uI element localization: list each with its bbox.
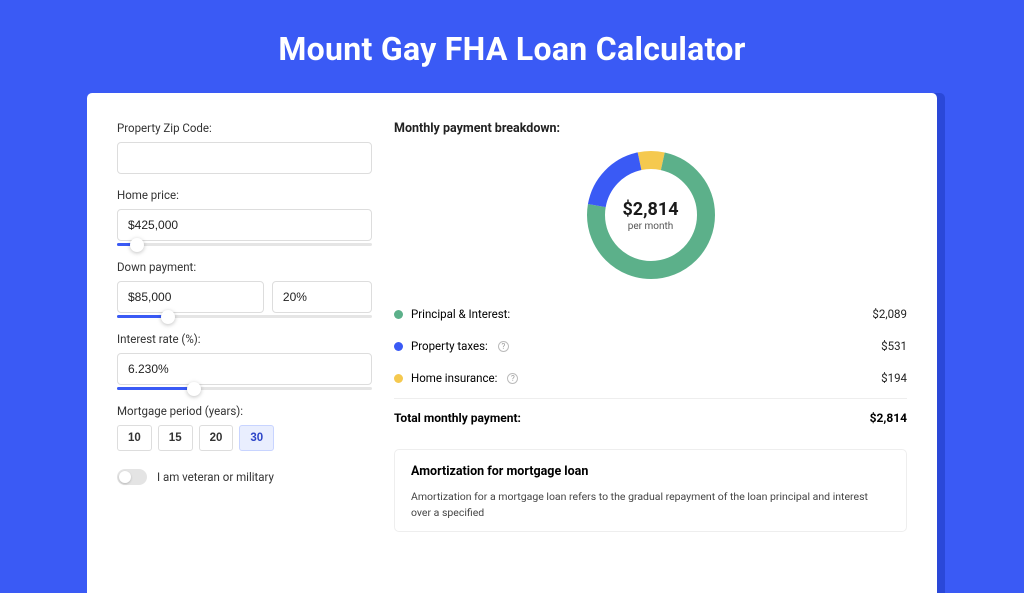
interest-field: Interest rate (%): — [117, 332, 372, 390]
calculator-card: Property Zip Code: Home price: Down paym… — [87, 93, 937, 593]
legend-dot — [394, 342, 403, 351]
legend-value: $531 — [881, 339, 907, 353]
info-icon[interactable]: ? — [498, 341, 509, 352]
legend-label: Principal & Interest: — [411, 307, 510, 321]
page-title: Mount Gay FHA Loan Calculator — [0, 0, 1024, 93]
total-label: Total monthly payment: — [394, 411, 521, 425]
donut-amount: $2,814 — [622, 199, 678, 220]
breakdown-title: Monthly payment breakdown: — [394, 121, 907, 136]
home-price-input[interactable] — [117, 209, 372, 241]
zip-label: Property Zip Code: — [117, 121, 372, 135]
down-payment-field: Down payment: — [117, 260, 372, 318]
veteran-row: I am veteran or military — [117, 469, 372, 485]
amortization-text: Amortization for a mortgage loan refers … — [411, 489, 890, 521]
amortization-box: Amortization for mortgage loan Amortizat… — [394, 449, 907, 532]
legend-value: $194 — [881, 371, 907, 385]
zip-input[interactable] — [117, 142, 372, 174]
period-button-15[interactable]: 15 — [158, 425, 193, 451]
slider-thumb[interactable] — [187, 382, 201, 396]
home-price-label: Home price: — [117, 188, 372, 202]
down-payment-amount-input[interactable] — [117, 281, 264, 313]
legend-row: Property taxes:? $531 — [394, 330, 907, 362]
interest-slider[interactable] — [117, 387, 372, 390]
period-button-20[interactable]: 20 — [199, 425, 234, 451]
legend-label: Property taxes: — [411, 339, 488, 353]
donut-sub: per month — [628, 221, 674, 232]
down-payment-slider[interactable] — [117, 315, 372, 318]
down-payment-label: Down payment: — [117, 260, 372, 274]
slider-fill — [117, 387, 194, 390]
inputs-column: Property Zip Code: Home price: Down paym… — [117, 121, 372, 583]
divider — [394, 398, 907, 399]
slider-thumb[interactable] — [130, 238, 144, 252]
legend-dot — [394, 310, 403, 319]
info-icon[interactable]: ? — [507, 373, 518, 384]
legend-row: Principal & Interest: $2,089 — [394, 298, 907, 330]
toggle-knob — [119, 471, 131, 483]
breakdown-column: Monthly payment breakdown: $2,814 per mo… — [394, 121, 907, 583]
period-button-10[interactable]: 10 — [117, 425, 152, 451]
veteran-label: I am veteran or military — [157, 470, 274, 484]
total-value: $2,814 — [870, 411, 907, 425]
amortization-title: Amortization for mortgage loan — [411, 464, 890, 479]
period-button-30[interactable]: 30 — [239, 425, 274, 451]
home-price-field: Home price: — [117, 188, 372, 246]
interest-input[interactable] — [117, 353, 372, 385]
slider-thumb[interactable] — [161, 310, 175, 324]
total-row: Total monthly payment: $2,814 — [394, 401, 907, 435]
period-label: Mortgage period (years): — [117, 404, 372, 418]
interest-label: Interest rate (%): — [117, 332, 372, 346]
donut-center: $2,814 per month — [586, 150, 716, 280]
zip-field: Property Zip Code: — [117, 121, 372, 174]
home-price-slider[interactable] — [117, 243, 372, 246]
legend-dot — [394, 374, 403, 383]
legend-label: Home insurance: — [411, 371, 497, 385]
legend-row: Home insurance:? $194 — [394, 362, 907, 394]
donut-chart-wrap: $2,814 per month — [394, 150, 907, 280]
veteran-toggle[interactable] — [117, 469, 147, 485]
period-field: Mortgage period (years): 10152030 — [117, 404, 372, 451]
donut-chart: $2,814 per month — [586, 150, 716, 280]
legend-value: $2,089 — [872, 307, 907, 321]
down-payment-pct-input[interactable] — [272, 281, 372, 313]
